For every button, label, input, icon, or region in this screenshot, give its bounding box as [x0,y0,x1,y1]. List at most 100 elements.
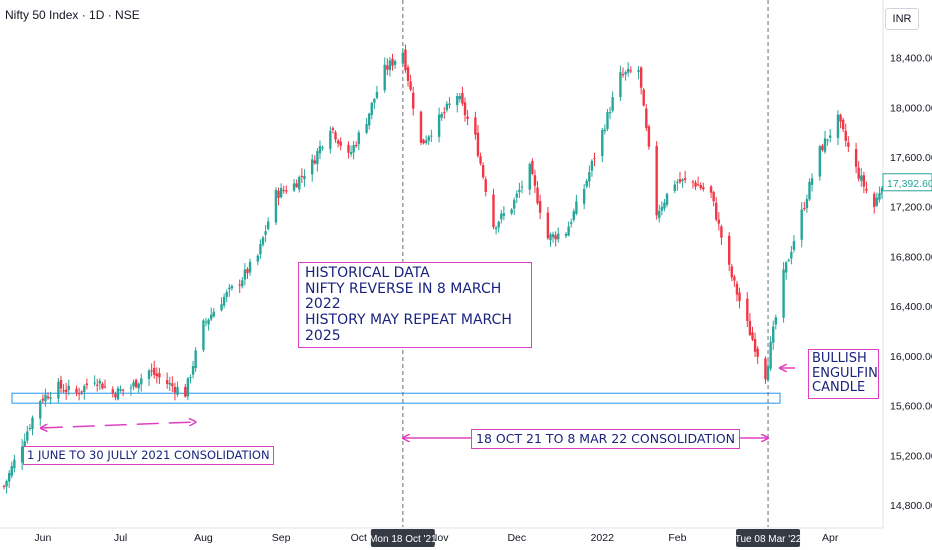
candle [427,135,430,146]
candle [528,162,531,195]
candle [557,227,560,243]
candle-body [520,186,524,188]
currency-button[interactable]: INR [885,8,919,30]
candle-body [502,213,506,216]
candle-body [582,188,586,204]
candle-body [238,284,241,286]
candle-body [518,189,521,193]
candle-body [481,165,485,178]
candle [101,382,104,390]
candle-body [419,111,423,143]
candle [572,208,575,222]
candle-body [756,348,759,357]
candle-body [85,383,89,386]
y-tick-label: 15,600.00 [890,401,932,413]
candle [150,363,153,377]
y-tick-label: 18,400.00 [890,53,932,65]
candle-body [26,431,29,441]
crosshair-date-label: Mon 18 Oct '21 [369,534,437,545]
candle-body [445,103,449,111]
candle-body [316,151,319,165]
candle [75,385,78,397]
x-tick-label: Dec [507,532,526,544]
candle [155,367,159,384]
candle-body [412,92,415,109]
candle-body [49,397,52,399]
candle-body [243,269,247,280]
candle-body [844,130,847,141]
candle [805,194,809,213]
candle [510,208,513,216]
candle [355,141,358,148]
candle-body [424,140,428,143]
candle-body [77,393,81,395]
candle [865,181,868,194]
candle [458,92,462,103]
candle [241,277,244,289]
candle-body [103,386,107,388]
candle [274,187,278,226]
y-tick-label: 18,000.00 [890,102,932,114]
candle-body [191,366,195,375]
candle [733,274,736,287]
candle-body [422,139,425,144]
candle-body [492,194,495,228]
candle [461,86,464,106]
candle [575,194,578,216]
candle-body [637,70,640,72]
note-line: CANDLE [812,380,866,396]
candle [321,145,324,151]
candle [608,106,612,120]
candle [803,201,806,212]
candle-body [865,188,868,191]
candle-body [168,382,171,385]
candle-body [878,193,881,200]
symbol-title[interactable]: Nifty 50 Index · 1D · NSE [5,8,140,22]
candle-body [658,210,661,219]
candle [738,287,741,309]
candle [841,117,845,132]
candle [582,184,586,210]
candle-body [13,459,16,469]
candle [730,263,733,282]
candle-body [510,209,513,214]
candle [194,347,197,372]
candle [445,101,449,113]
candle-body [41,398,45,401]
candle-body [207,319,210,325]
candle [676,179,679,191]
candle-body [427,136,430,141]
candle [64,382,68,400]
candle [823,130,827,154]
candle-body [712,192,715,202]
candle-body [430,135,433,137]
candle [769,336,772,372]
candle-body [715,202,718,220]
y-tick-label: 16,000.00 [890,351,932,363]
candle-body [373,99,376,103]
candle [862,171,866,194]
candle-body [352,145,355,153]
candle [839,113,842,129]
candle [878,186,881,203]
candle-body [116,388,120,400]
candle-body [699,184,702,189]
candle [46,392,50,400]
candle-body [818,146,822,177]
candle [386,58,389,76]
candle [645,104,648,131]
note-line: NIFTY REVERSE IN 8 MARCH 2022 [305,280,502,313]
candle [844,123,847,147]
candle-body [551,234,555,238]
candle [678,171,682,184]
candle-body [546,212,550,239]
candle [96,378,99,392]
candle [546,206,550,240]
x-tick-label: Aug [194,532,213,544]
candle-body [347,144,350,153]
candle-body [64,389,68,393]
candle-body [409,81,412,90]
candle [735,280,739,302]
candle-body [336,140,340,144]
